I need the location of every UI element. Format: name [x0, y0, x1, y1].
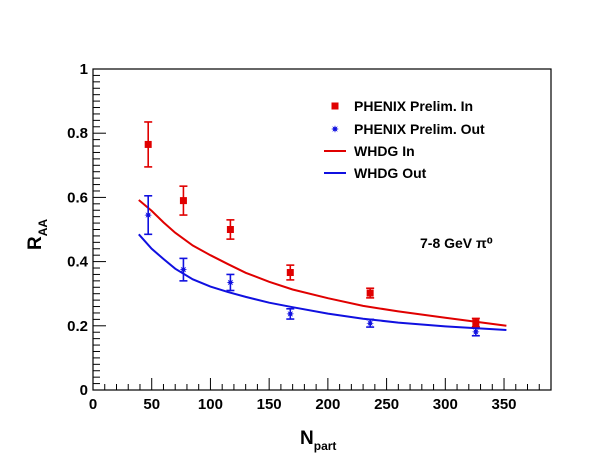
y-axis-title-sub: AA: [36, 219, 50, 237]
y-tick-label: 0.4: [67, 254, 89, 271]
data-point-in: [472, 319, 480, 327]
x-tick-label: 350: [492, 396, 517, 413]
data-point-out: [472, 328, 480, 336]
data-point-in: [286, 269, 294, 277]
data-point-out: [226, 278, 235, 287]
y-tick-label: 1: [80, 61, 88, 78]
legend-label: WHDG In: [354, 143, 415, 159]
legend: PHENIX Prelim. In PHENIX Prelim. Out WHDG …: [324, 98, 485, 181]
x-tick-label: 50: [143, 396, 160, 413]
legend-label: WHDG Out: [354, 165, 427, 181]
data-point-in: [226, 226, 234, 233]
y-tick-label: 0: [80, 382, 88, 399]
y-axis-title: RAA: [25, 219, 50, 250]
data-point-in: [179, 197, 187, 205]
axis-ticks: [92, 68, 552, 391]
x-tick-label: 100: [198, 396, 223, 413]
data-point-in: [144, 140, 152, 148]
x-tick-label: 250: [374, 396, 399, 413]
x-tick-label: 200: [315, 396, 340, 413]
curve-whdg-in: [138, 199, 507, 327]
legend-label: PHENIX Prelim. In: [354, 98, 473, 114]
y-tick-label: 0.2: [67, 318, 88, 335]
legend-marker-out: [331, 125, 339, 133]
data-point-out: [366, 319, 374, 327]
data-point-out: [144, 211, 152, 219]
x-axis-title: Npart: [300, 428, 336, 453]
legend-label: PHENIX Prelim. Out: [354, 121, 485, 137]
tick-labels: 0 50 100 150 200 250 300 350 0 0.2 0.4 0.6 0.8 1: [67, 61, 516, 413]
data-point-out: [286, 310, 295, 318]
model-curves: [138, 199, 507, 331]
x-tick-label: 300: [433, 396, 458, 413]
data-point-in: [366, 289, 374, 297]
data-points: [144, 121, 480, 337]
x-tick-label: 150: [257, 396, 282, 413]
curve-whdg-out: [138, 233, 507, 331]
data-point-out: [179, 265, 188, 274]
plot-frame: [92, 68, 552, 391]
energy-annotation: 7-8 GeV π⁰: [420, 235, 493, 251]
y-tick-label: 0.8: [67, 125, 88, 142]
x-axis-title-main: N: [300, 428, 314, 449]
y-tick-label: 0.6: [67, 189, 88, 206]
x-tick-label: 0: [89, 396, 97, 413]
legend-marker-in: [331, 102, 339, 110]
x-axis-title-sub: part: [314, 439, 337, 453]
y-axis-title-main: R: [25, 236, 46, 250]
